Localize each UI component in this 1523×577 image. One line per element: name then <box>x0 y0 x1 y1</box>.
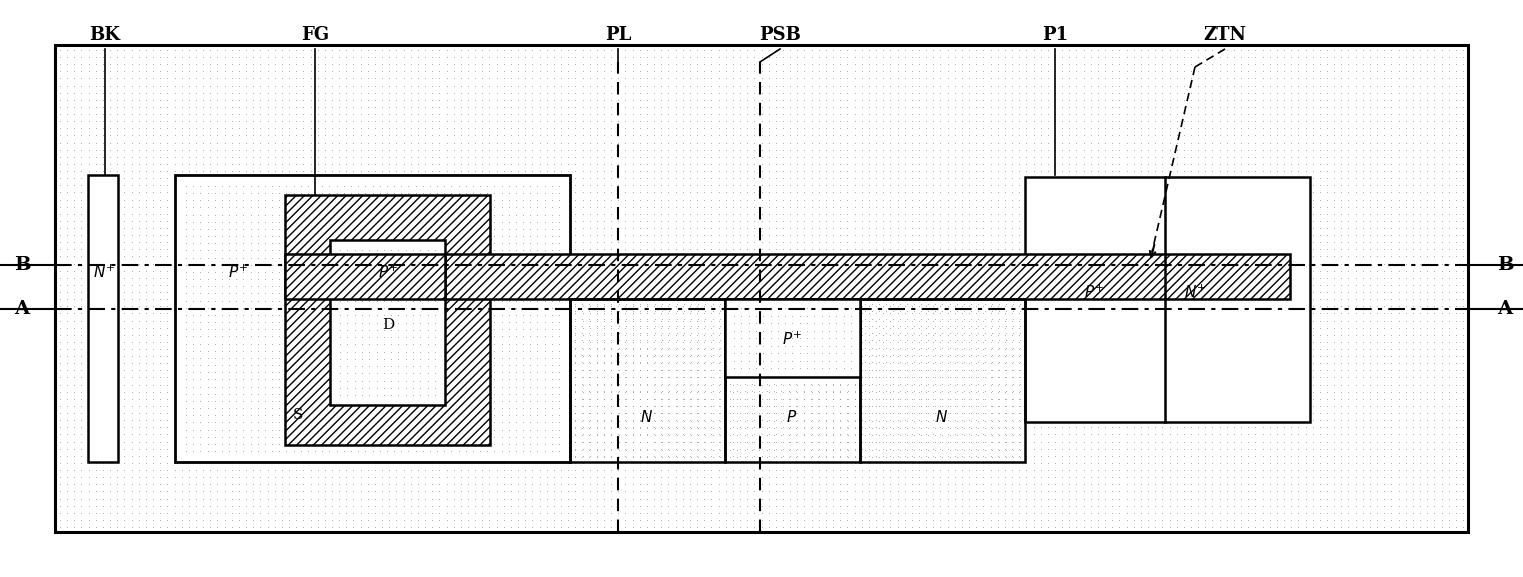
Bar <box>1025 177 1310 422</box>
Text: $\mathit{P}^{+}$: $\mathit{P}^{+}$ <box>1084 283 1104 301</box>
Text: $\mathit{N}^{+}$: $\mathit{N}^{+}$ <box>1183 283 1206 301</box>
Bar <box>860 299 1025 462</box>
Bar <box>285 254 445 299</box>
Bar <box>570 299 725 462</box>
Text: B: B <box>1497 256 1514 274</box>
Text: A: A <box>1497 300 1512 318</box>
Text: $\mathit{P}^{+}$: $\mathit{P}^{+}$ <box>378 263 398 280</box>
Text: $\mathit{P}^{+}$: $\mathit{P}^{+}$ <box>781 331 803 348</box>
Text: PL: PL <box>605 26 631 44</box>
Bar <box>55 45 1468 532</box>
Text: ZTN: ZTN <box>1203 26 1246 44</box>
Text: D: D <box>382 318 394 332</box>
Text: A: A <box>14 300 29 318</box>
Text: $\mathit{N}$: $\mathit{N}$ <box>641 409 653 425</box>
Text: $\mathit{N}^{+}$: $\mathit{N}^{+}$ <box>93 263 116 280</box>
Bar <box>88 175 117 462</box>
Bar <box>725 299 860 462</box>
Text: B: B <box>14 256 30 274</box>
Bar <box>175 175 570 462</box>
Text: S: S <box>292 408 303 422</box>
Text: $\mathit{P}$: $\mathit{P}$ <box>786 409 798 425</box>
Text: BK: BK <box>90 26 120 44</box>
Text: PSB: PSB <box>758 26 801 44</box>
Bar <box>330 240 445 405</box>
Bar <box>725 299 860 377</box>
Bar <box>445 254 1290 299</box>
Text: $\mathit{N}$: $\mathit{N}$ <box>935 409 949 425</box>
Text: FG: FG <box>302 26 329 44</box>
Text: P1: P1 <box>1042 26 1068 44</box>
Bar <box>285 195 490 445</box>
Text: $\mathit{P}^{+}$: $\mathit{P}^{+}$ <box>228 263 248 280</box>
